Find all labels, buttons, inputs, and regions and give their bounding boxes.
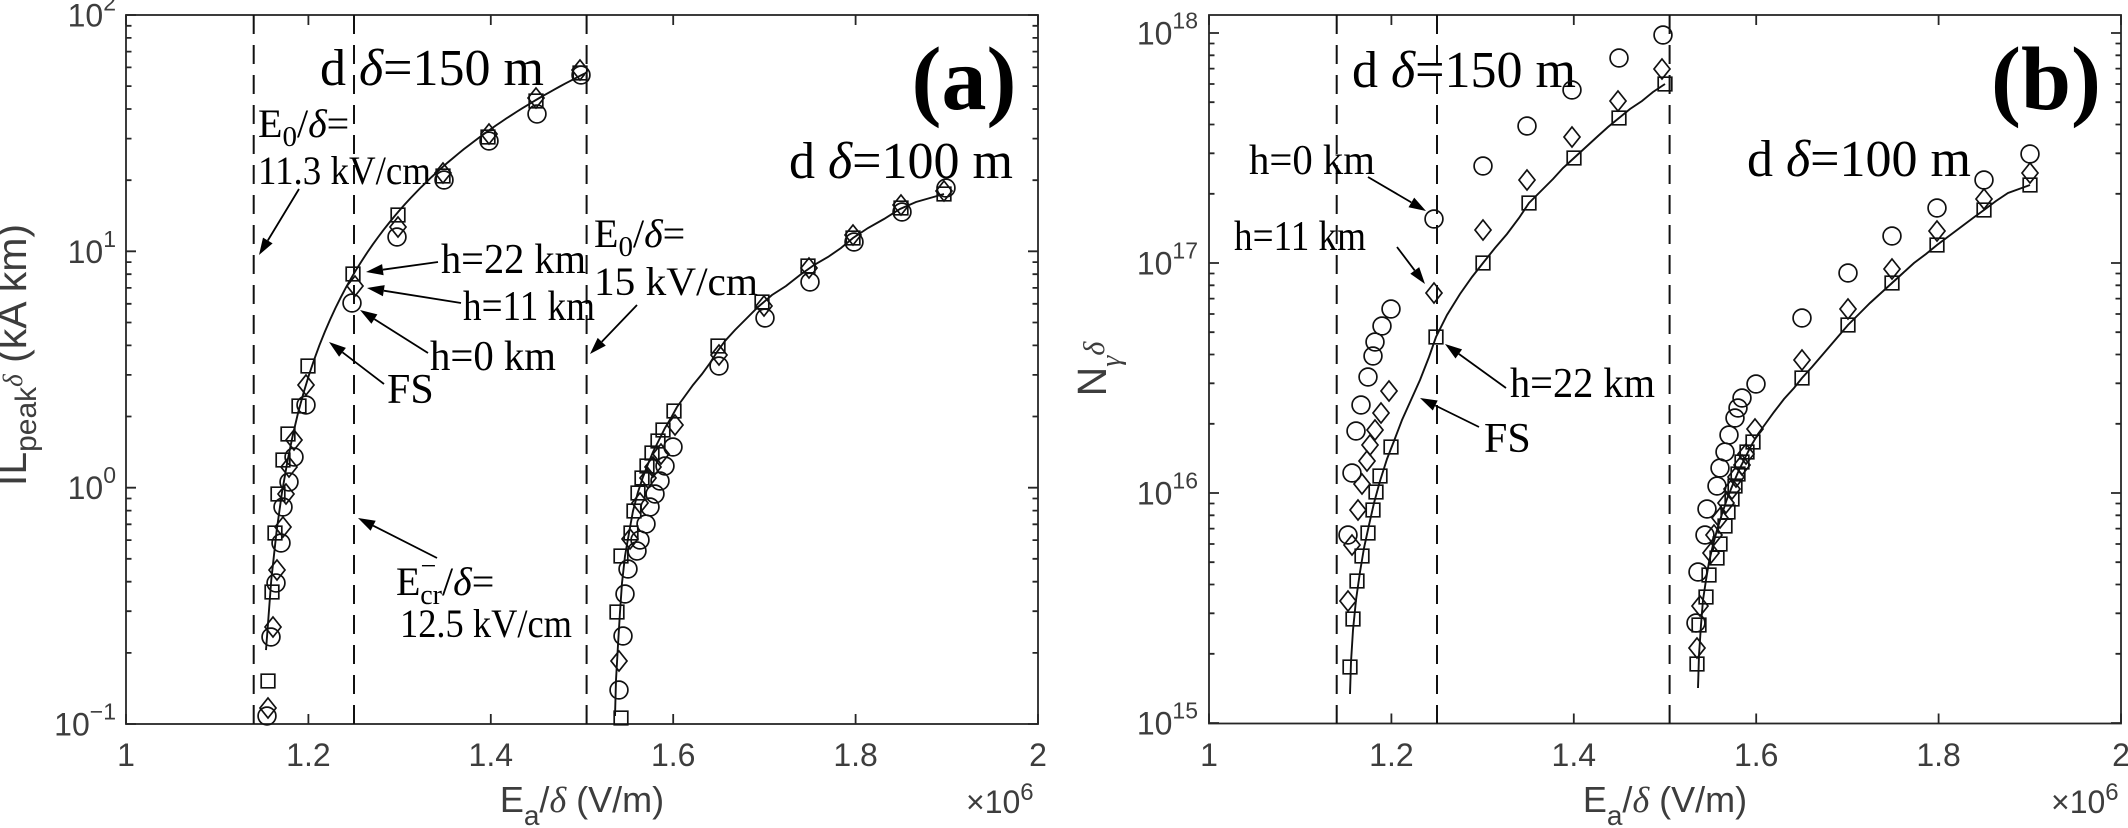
svg-text:h=11 km: h=11 km bbox=[463, 284, 595, 330]
svg-text:FS: FS bbox=[387, 367, 434, 413]
svg-text:(a): (a) bbox=[912, 30, 1017, 129]
svg-text:1.2: 1.2 bbox=[1369, 737, 1413, 773]
svg-text:×106: ×106 bbox=[2051, 779, 2119, 820]
svg-text:12.5 kV/cm: 12.5 kV/cm bbox=[400, 601, 572, 646]
svg-text:1: 1 bbox=[117, 737, 135, 773]
svg-text:1: 1 bbox=[1200, 737, 1218, 773]
svg-text:h=0 km: h=0 km bbox=[430, 334, 556, 380]
svg-text:E0/δ=: E0/δ= bbox=[258, 101, 349, 153]
svg-text:d δ=150 m: d δ=150 m bbox=[1352, 42, 1576, 99]
svg-text:1.6: 1.6 bbox=[1734, 737, 1778, 773]
svg-text:1016: 1016 bbox=[1137, 468, 1198, 512]
svg-text:h=0 km: h=0 km bbox=[1249, 138, 1375, 184]
svg-text:h=22 km: h=22 km bbox=[1510, 361, 1655, 407]
svg-text:Ea/δ (V/m): Ea/δ (V/m) bbox=[500, 779, 664, 828]
svg-text:2: 2 bbox=[1029, 737, 1047, 773]
svg-text:E−cr/δ=: E− cr/δ= bbox=[396, 551, 494, 611]
svg-text:1.8: 1.8 bbox=[833, 737, 877, 773]
svg-text:E0/δ=: E0/δ= bbox=[594, 211, 685, 263]
svg-text:d δ=100 m: d δ=100 m bbox=[1747, 131, 1971, 188]
svg-text:d δ=100 m: d δ=100 m bbox=[789, 133, 1013, 190]
svg-text:(b): (b) bbox=[1991, 30, 2101, 129]
svg-text:1.8: 1.8 bbox=[1916, 737, 1960, 773]
svg-text:h=22 km: h=22 km bbox=[441, 237, 586, 283]
svg-text:10−1: 10−1 bbox=[54, 699, 116, 743]
svg-text:1.2: 1.2 bbox=[286, 737, 330, 773]
svg-text:FS: FS bbox=[1484, 416, 1531, 462]
svg-text:1.6: 1.6 bbox=[651, 737, 695, 773]
svg-text:15 kV/cm: 15 kV/cm bbox=[594, 259, 758, 304]
svg-text:h=11 km: h=11 km bbox=[1234, 214, 1366, 260]
svg-text:d δ=150 m: d δ=150 m bbox=[320, 40, 544, 97]
svg-text:2: 2 bbox=[2112, 737, 2128, 773]
svg-text:1.4: 1.4 bbox=[1552, 737, 1596, 773]
svg-text:1.4: 1.4 bbox=[469, 737, 513, 773]
svg-text:×106: ×106 bbox=[966, 779, 1034, 820]
svg-text:11.3 kV/cm: 11.3 kV/cm bbox=[258, 148, 431, 193]
